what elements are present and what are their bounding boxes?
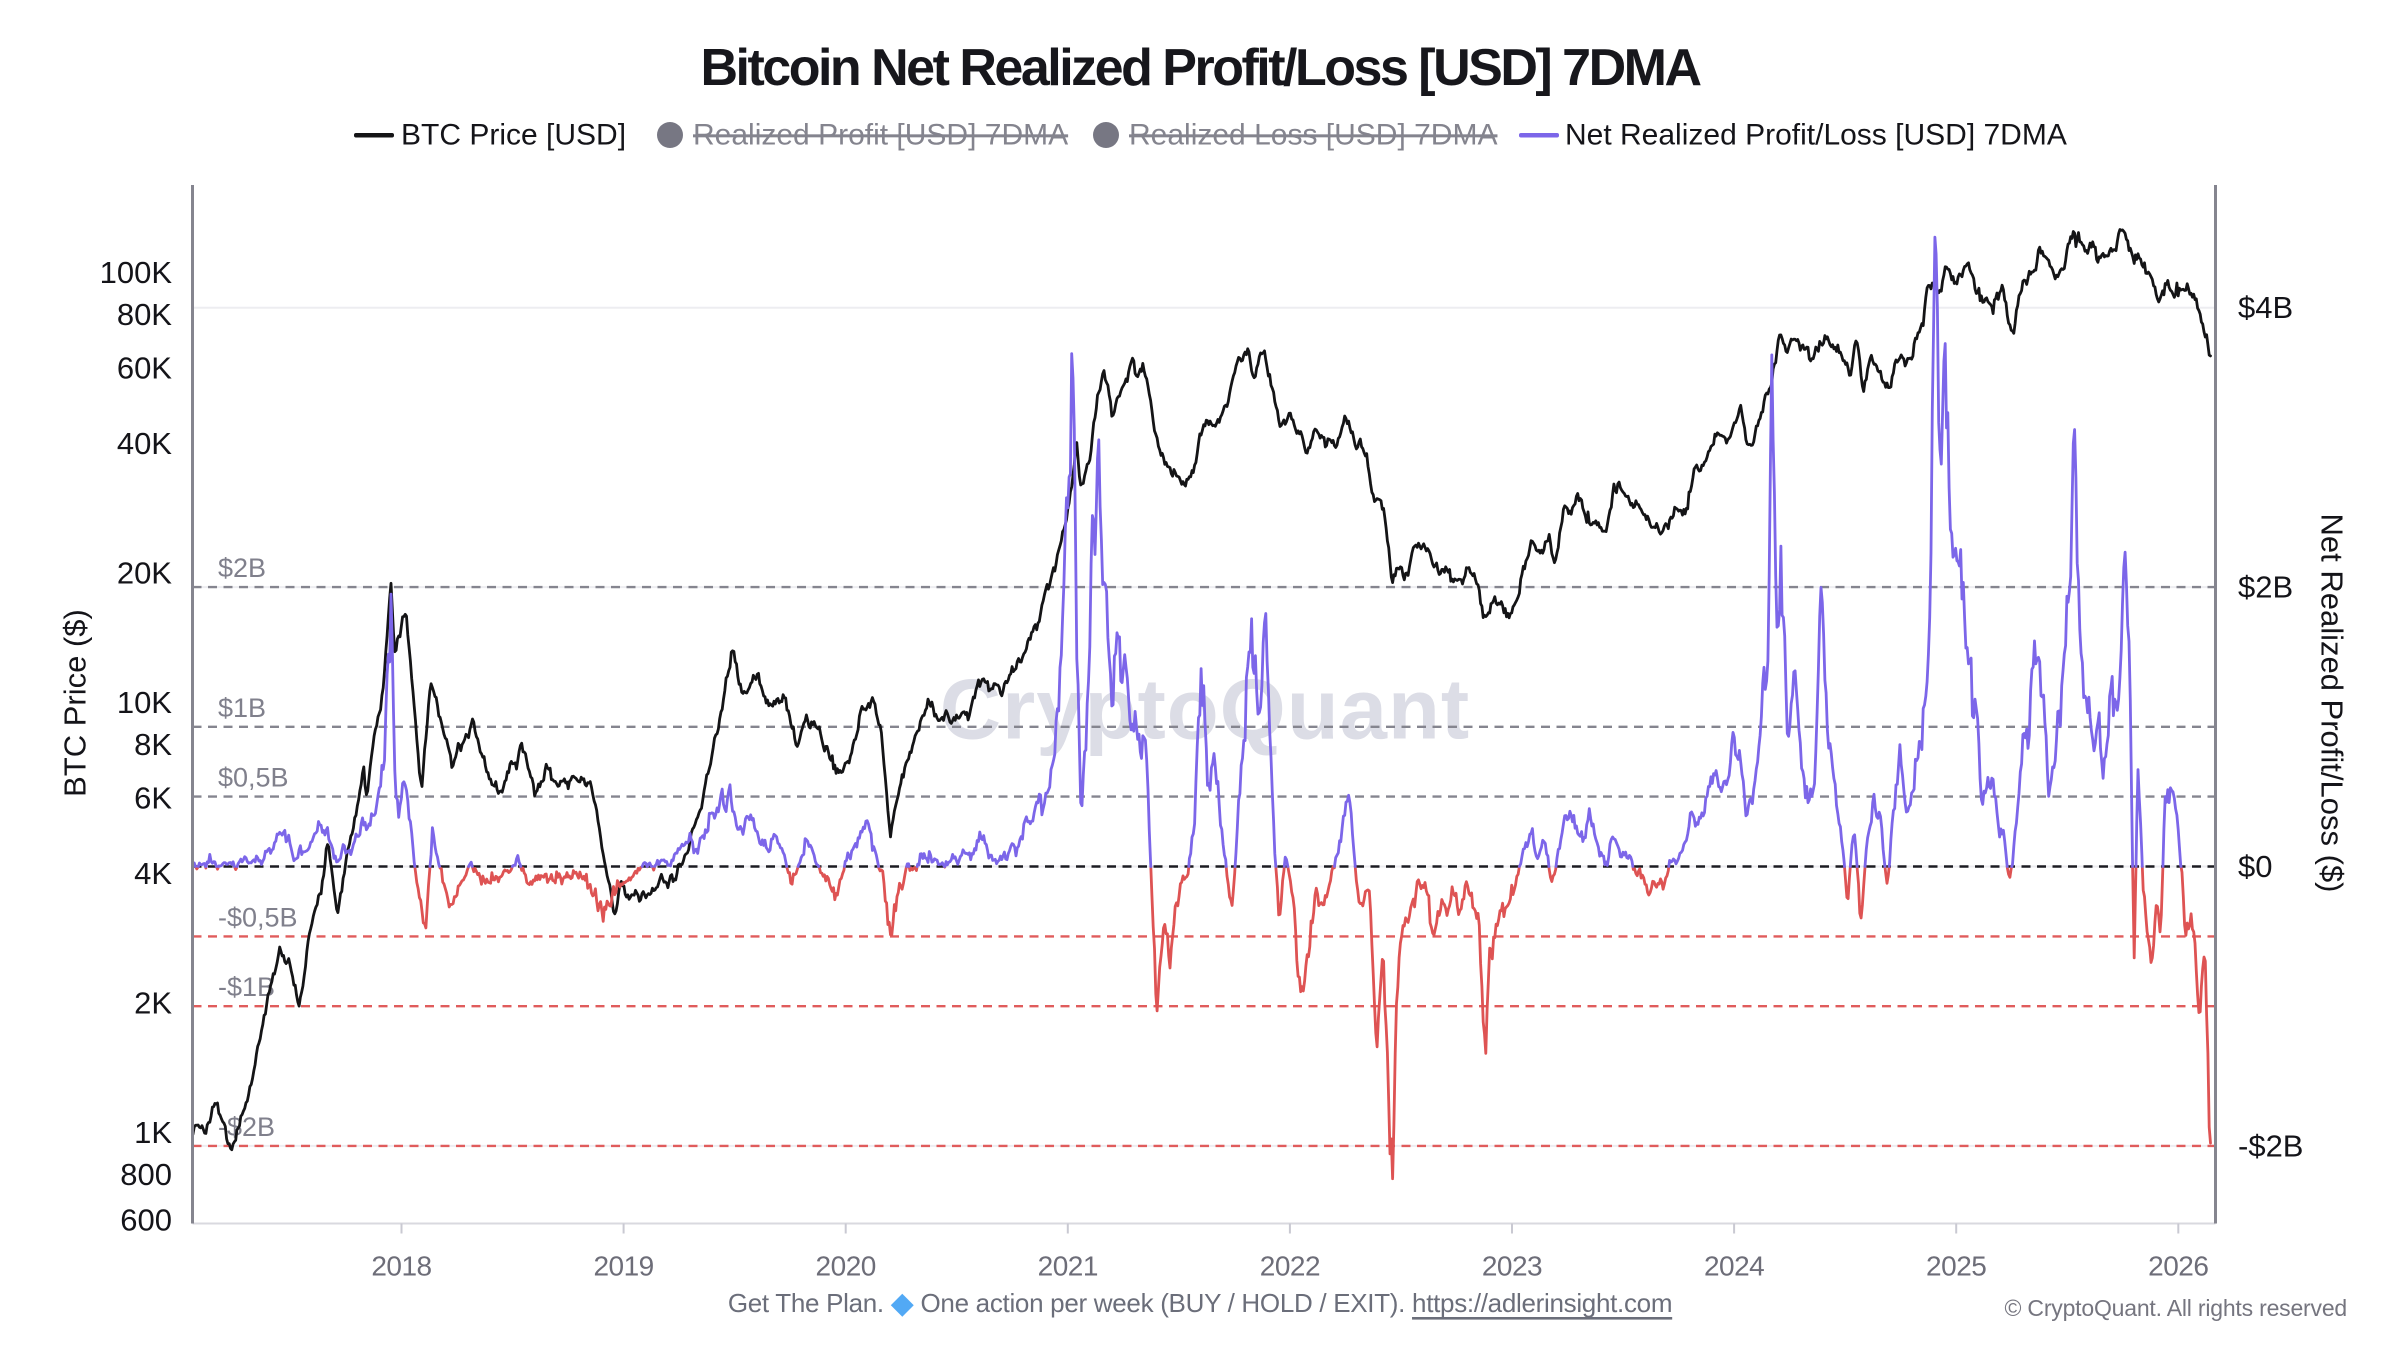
svg-text:6K: 6K xyxy=(134,781,172,816)
svg-text:Net Realized Profit/Loss [USD]: Net Realized Profit/Loss [USD] 7DMA xyxy=(1565,119,2067,152)
svg-text:2025: 2025 xyxy=(1926,1251,1986,1282)
svg-text:2018: 2018 xyxy=(371,1251,431,1282)
svg-text:40K: 40K xyxy=(117,426,172,461)
svg-text:Realized Profit [USD] 7DMA: Realized Profit [USD] 7DMA xyxy=(693,119,1068,152)
svg-text:BTC Price [USD]: BTC Price [USD] xyxy=(401,119,626,152)
svg-text:$4B: $4B xyxy=(2238,290,2293,325)
svg-text:10K: 10K xyxy=(117,685,172,720)
svg-text:2026: 2026 xyxy=(2148,1251,2208,1282)
svg-text:2019: 2019 xyxy=(593,1251,653,1282)
svg-text:2022: 2022 xyxy=(1260,1251,1320,1282)
svg-text:1K: 1K xyxy=(134,1115,172,1150)
svg-text:2024: 2024 xyxy=(1704,1251,1764,1282)
svg-text:$0,5B: $0,5B xyxy=(218,763,289,793)
svg-text:-$0,5B: -$0,5B xyxy=(218,902,298,932)
svg-text:2020: 2020 xyxy=(816,1251,876,1282)
svg-text:800: 800 xyxy=(120,1157,172,1192)
svg-text:Realized Loss [USD] 7DMA: Realized Loss [USD] 7DMA xyxy=(1129,119,1497,152)
svg-text:$2B: $2B xyxy=(218,553,266,583)
svg-text:20K: 20K xyxy=(117,556,172,591)
svg-text:2K: 2K xyxy=(134,986,172,1021)
svg-text:Get The Plan. ◆ One action per: Get The Plan. ◆ One action per week (BUY… xyxy=(728,1287,1672,1320)
svg-text:60K: 60K xyxy=(117,351,172,386)
svg-text:Bitcoin Net Realized Profit/Lo: Bitcoin Net Realized Profit/Loss [USD] 7… xyxy=(700,39,1701,97)
svg-text:4K: 4K xyxy=(134,856,172,891)
svg-text:600: 600 xyxy=(120,1203,172,1238)
svg-text:$1B: $1B xyxy=(218,693,266,723)
svg-text:80K: 80K xyxy=(117,297,172,332)
svg-text:$2B: $2B xyxy=(2238,570,2293,605)
svg-text:2021: 2021 xyxy=(1038,1251,1098,1282)
svg-text:$0: $0 xyxy=(2238,849,2272,884)
svg-text:© CryptoQuant. All rights rese: © CryptoQuant. All rights reserved xyxy=(2004,1295,2347,1321)
svg-text:2023: 2023 xyxy=(1482,1251,1542,1282)
svg-text:8K: 8K xyxy=(134,727,172,762)
svg-text:Net Realized Profit/Loss ($): Net Realized Profit/Loss ($) xyxy=(2315,513,2350,892)
svg-text:-$1B: -$1B xyxy=(218,972,275,1002)
svg-text:-$2B: -$2B xyxy=(2238,1128,2303,1163)
svg-text:100K: 100K xyxy=(100,255,173,290)
svg-text:BTC Price ($): BTC Price ($) xyxy=(58,609,93,797)
